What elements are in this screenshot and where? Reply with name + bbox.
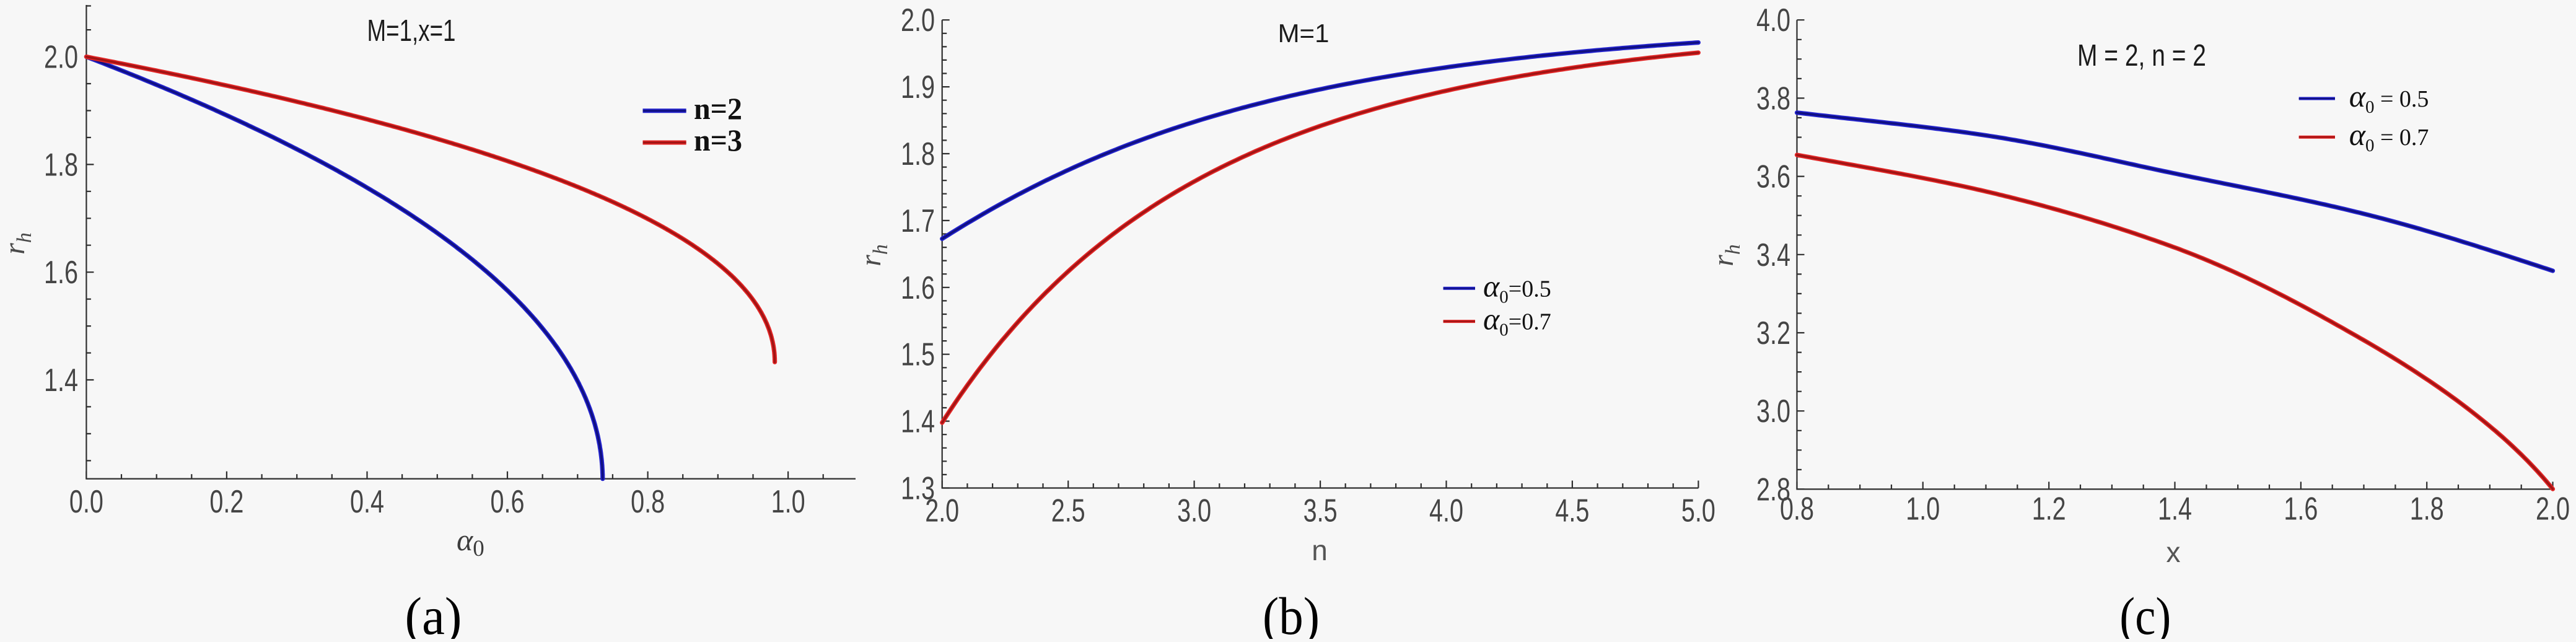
- svg-text:1.4: 1.4: [2158, 491, 2192, 527]
- svg-text:1.8: 1.8: [901, 136, 935, 172]
- svg-text:1.6: 1.6: [44, 255, 78, 291]
- svg-text:x: x: [2166, 536, 2181, 568]
- svg-text:0.2: 0.2: [209, 484, 243, 520]
- svg-text:1.8: 1.8: [44, 147, 78, 183]
- svg-text:2.0: 2.0: [44, 40, 78, 76]
- svg-text:3.2: 3.2: [1756, 315, 1790, 351]
- svg-text:1.7: 1.7: [901, 203, 935, 239]
- svg-text:0.8: 0.8: [631, 484, 665, 520]
- svg-text:(a): (a): [405, 586, 462, 639]
- svg-text:0.6: 0.6: [491, 484, 525, 520]
- svg-text:3.5: 3.5: [1303, 493, 1338, 529]
- svg-text:1.4: 1.4: [44, 363, 78, 398]
- svg-text:3.0: 3.0: [1756, 394, 1790, 429]
- svg-text:0.4: 0.4: [350, 484, 384, 520]
- svg-text:4.5: 4.5: [1555, 493, 1589, 529]
- svg-text:(b): (b): [1263, 586, 1320, 639]
- svg-text:5.0: 5.0: [1681, 493, 1715, 529]
- svg-text:3.8: 3.8: [1756, 81, 1790, 117]
- svg-text:3.6: 3.6: [1756, 159, 1790, 195]
- svg-text:2.8: 2.8: [1756, 472, 1790, 508]
- svg-text:2.5: 2.5: [1051, 493, 1085, 529]
- svg-text:n: n: [1312, 534, 1328, 566]
- svg-text:0.0: 0.0: [69, 484, 103, 520]
- svg-text:1.6: 1.6: [901, 270, 935, 306]
- svg-text:n=3: n=3: [694, 123, 742, 157]
- svg-text:3.0: 3.0: [1177, 493, 1211, 529]
- svg-text:(c): (c): [2119, 586, 2171, 639]
- svg-text:n=2: n=2: [694, 91, 742, 126]
- svg-text:rh: rh: [1707, 244, 1745, 266]
- svg-text:1.0: 1.0: [1906, 491, 1940, 527]
- svg-text:1.9: 1.9: [901, 69, 935, 105]
- svg-text:1.6: 1.6: [2284, 491, 2318, 527]
- svg-text:2.0: 2.0: [2536, 491, 2570, 527]
- svg-text:0.8: 0.8: [1780, 491, 1814, 527]
- svg-text:1.0: 1.0: [771, 484, 805, 520]
- svg-text:2.0: 2.0: [925, 493, 959, 529]
- svg-text:M=1,x=1: M=1,x=1: [367, 14, 456, 48]
- svg-text:3.4: 3.4: [1756, 237, 1790, 273]
- svg-text:M = 2, n = 2: M = 2, n = 2: [2077, 39, 2206, 73]
- svg-text:2.0: 2.0: [901, 2, 935, 38]
- svg-text:1.3: 1.3: [901, 471, 935, 507]
- svg-text:1.2: 1.2: [2032, 491, 2066, 527]
- svg-text:1.5: 1.5: [901, 337, 935, 373]
- svg-text:4.0: 4.0: [1756, 2, 1790, 38]
- svg-text:M=1: M=1: [1278, 19, 1330, 48]
- svg-text:1.8: 1.8: [2410, 491, 2444, 527]
- svg-text:1.4: 1.4: [901, 404, 935, 440]
- svg-text:4.0: 4.0: [1429, 493, 1463, 529]
